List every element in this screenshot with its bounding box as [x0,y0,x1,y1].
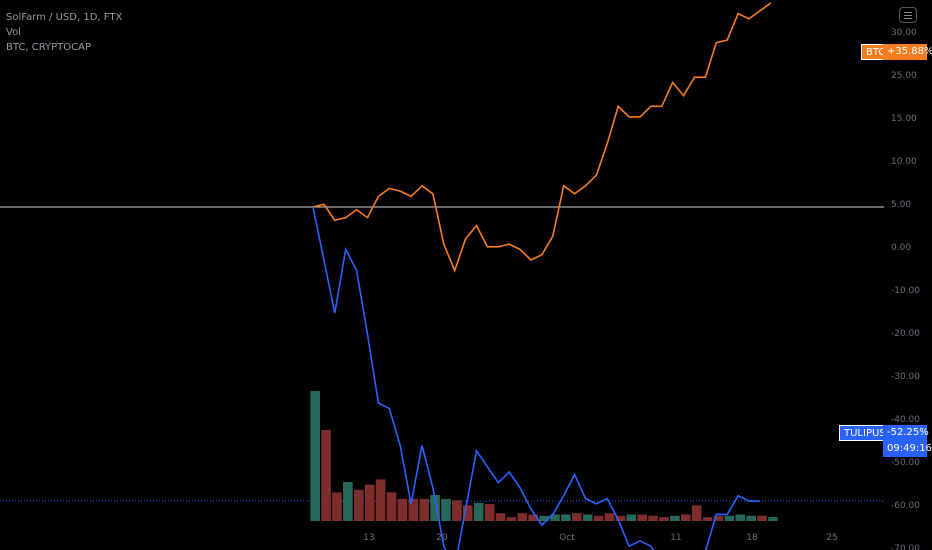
volume-bar [648,515,658,521]
volume-bar [484,504,495,521]
volume-bar [571,513,582,521]
y-tick-label: -40.00 [891,415,920,425]
y-tick-label: 25.00 [891,71,917,81]
y-tick-label: -10.00 [891,286,920,296]
volume-bars [310,391,778,521]
volume-bar [615,515,626,521]
y-tick-label: -60.00 [891,501,920,511]
volume-bar [724,515,735,521]
chart-legend: SolFarm / USD, 1D, FTX Vol BTC, CRYPTOCA… [6,10,122,55]
volume-bar [375,479,386,521]
tulipusd-series-line [312,206,760,550]
volume-bar [473,502,484,521]
y-tick-label: 0.00 [891,243,911,253]
y-tick-label: -70.00 [891,544,920,550]
x-tick-label: 13 [363,533,374,543]
volume-bar [528,514,538,521]
volume-bar [408,498,419,521]
main-symbol-label[interactable]: SolFarm / USD, 1D, FTX [6,12,123,23]
volume-bar [462,505,473,521]
volume-bar [561,514,571,521]
volume-bar [550,514,560,521]
y-tick-label: -20.00 [891,329,920,339]
volume-bar [397,498,408,521]
volume-bar [364,484,375,521]
volume-bar [702,517,713,521]
bar-countdown-tag: 09:49:16 [883,441,932,457]
x-tick-label: Oct [559,533,575,543]
volume-bar [593,515,604,521]
tulipusd-value-tag: -52.25% [883,425,929,441]
volume-bar [691,505,702,521]
x-tick-label: 18 [746,533,758,543]
compare-symbol-label[interactable]: BTC, CRYPTOCAP [6,42,91,53]
volume-bar [517,513,528,521]
volume-bar [670,515,680,521]
volume-bar [343,482,353,521]
volume-bar [626,514,637,521]
y-tick-label: 30.00 [891,28,917,38]
x-tick-label: 25 [826,533,837,543]
volume-bar [506,517,517,521]
btc-series-line [312,2,772,273]
volume-bar [680,514,691,521]
volume-bar [604,513,615,521]
y-tick-label: 15.00 [891,114,917,124]
x-tick-label: 11 [670,533,681,543]
volume-bar [713,515,724,521]
x-axis-labels: 13 20 Oct 11 18 25 [363,533,837,543]
volume-label[interactable]: Vol [6,27,21,38]
y-tick-label: 5.00 [891,200,911,210]
volume-bar [386,492,397,521]
volume-bar [757,515,767,521]
y-tick-label: 10.00 [891,157,917,167]
volume-bar [768,517,778,521]
volume-bar [332,492,342,521]
volume-bar [746,515,756,521]
volume-bar [430,495,440,521]
volume-bar [452,500,462,521]
volume-bar [441,498,451,521]
y-axis-labels: 30.00 25.00 15.00 10.00 5.00 0.00 -10.00 -20.00… [891,28,920,550]
volume-bar [539,515,549,521]
y-tick-label: -50.00 [891,458,920,468]
volume-bar [735,514,746,521]
volume-bar [495,513,506,521]
volume-bar [353,489,364,521]
volume-bar [659,517,669,521]
volume-bar [582,514,593,521]
volume-bar [321,430,331,521]
y-tick-label: -30.00 [891,372,920,382]
volume-bar [637,514,647,521]
volume-bar [310,391,320,521]
btc-value-tag: +35.88% [883,44,932,60]
chart-menu-button[interactable] [899,7,917,23]
volume-bar [419,498,429,521]
